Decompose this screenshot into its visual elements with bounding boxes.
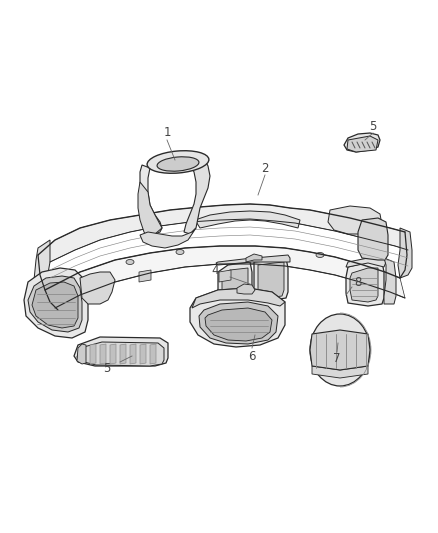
Ellipse shape	[157, 157, 199, 171]
Ellipse shape	[176, 249, 184, 254]
Polygon shape	[310, 330, 370, 370]
Polygon shape	[24, 268, 88, 338]
Ellipse shape	[126, 260, 134, 264]
Polygon shape	[150, 344, 156, 364]
Polygon shape	[222, 268, 248, 300]
Polygon shape	[344, 133, 380, 152]
Polygon shape	[218, 262, 252, 305]
Polygon shape	[138, 182, 162, 238]
Polygon shape	[312, 366, 368, 378]
Polygon shape	[258, 262, 284, 298]
Polygon shape	[77, 344, 86, 364]
Text: 4: 4	[211, 263, 219, 277]
Polygon shape	[80, 272, 115, 304]
Text: 2: 2	[261, 161, 269, 174]
Polygon shape	[45, 246, 405, 308]
Text: 1: 1	[163, 125, 171, 139]
Polygon shape	[346, 262, 384, 306]
Polygon shape	[28, 276, 82, 332]
Polygon shape	[199, 302, 278, 344]
Polygon shape	[384, 258, 396, 304]
Polygon shape	[254, 258, 288, 302]
Text: 7: 7	[333, 351, 341, 365]
Polygon shape	[347, 136, 378, 152]
Polygon shape	[34, 240, 50, 300]
Polygon shape	[237, 284, 255, 294]
Polygon shape	[100, 344, 106, 364]
Text: 6: 6	[248, 350, 256, 362]
Polygon shape	[195, 211, 300, 228]
Polygon shape	[358, 218, 388, 260]
Polygon shape	[192, 288, 285, 308]
Polygon shape	[140, 165, 162, 234]
Polygon shape	[246, 254, 262, 262]
Polygon shape	[32, 282, 78, 328]
Polygon shape	[398, 228, 412, 278]
Polygon shape	[130, 344, 136, 364]
Polygon shape	[184, 158, 210, 234]
Polygon shape	[205, 308, 272, 341]
Polygon shape	[219, 270, 231, 282]
Polygon shape	[350, 268, 378, 302]
Polygon shape	[140, 344, 146, 364]
Polygon shape	[216, 255, 290, 265]
Polygon shape	[139, 270, 151, 282]
Polygon shape	[90, 344, 96, 364]
Polygon shape	[120, 344, 126, 364]
Polygon shape	[346, 258, 386, 267]
Polygon shape	[140, 228, 196, 248]
Text: 5: 5	[103, 361, 111, 375]
Polygon shape	[74, 337, 168, 366]
Ellipse shape	[147, 151, 209, 173]
Text: 8: 8	[354, 276, 362, 288]
Polygon shape	[190, 288, 285, 347]
Ellipse shape	[316, 253, 324, 257]
Polygon shape	[328, 206, 382, 234]
Polygon shape	[110, 344, 116, 364]
Polygon shape	[77, 342, 164, 366]
Polygon shape	[38, 204, 408, 262]
Text: 5: 5	[369, 119, 377, 133]
Ellipse shape	[310, 314, 370, 386]
